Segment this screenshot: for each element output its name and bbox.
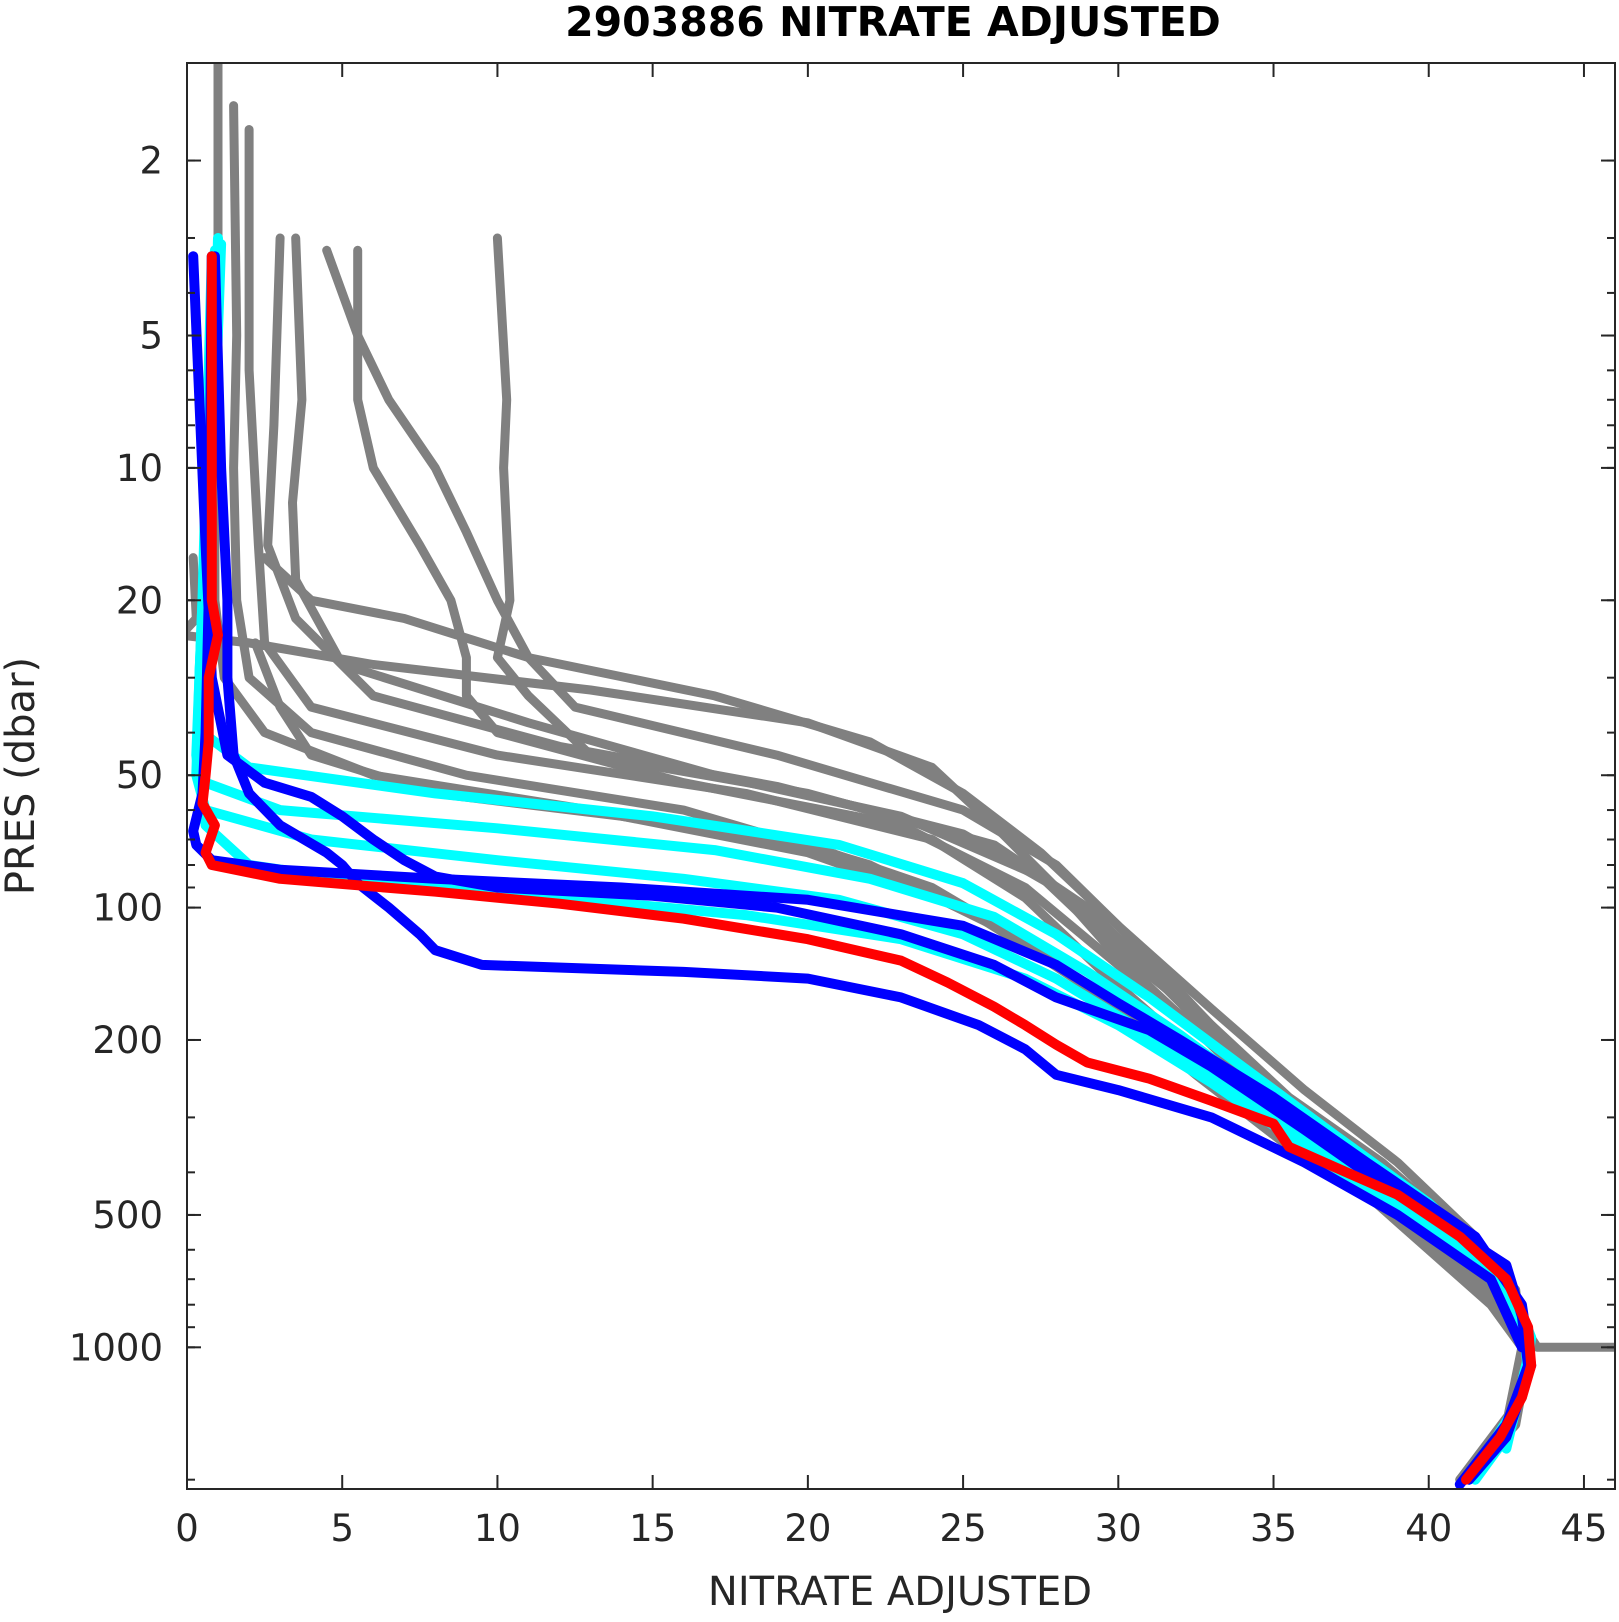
series-layer — [187, 63, 1615, 1489]
y-tick-label: 20 — [116, 579, 163, 622]
y-tick-label: 1000 — [69, 1326, 163, 1369]
x-tick-label: 35 — [1250, 1507, 1297, 1550]
x-axis-ticks: 0 5 10 15 20 25 30 35 40 45 — [175, 63, 1608, 1550]
y-tick-label: 500 — [92, 1194, 163, 1237]
x-tick-label: 25 — [940, 1507, 987, 1550]
series-line-blue-15 — [188, 251, 1534, 1489]
y-tick-label: 200 — [92, 1019, 163, 1062]
series-line-blue-17 — [209, 251, 1527, 1353]
x-tick-label: 20 — [784, 1507, 831, 1550]
y-tick-label: 50 — [116, 754, 163, 797]
series-line-red-18 — [197, 251, 1537, 1485]
y-axis-label: PRES (dbar) — [0, 657, 44, 895]
x-tick-label: 5 — [330, 1507, 354, 1550]
y-tick-label: 100 — [92, 887, 163, 930]
y-tick-label: 10 — [116, 447, 163, 490]
x-axis-label: NITRATE ADJUSTED — [708, 1569, 1092, 1615]
y-tick-label: 2 — [139, 140, 163, 183]
x-tick-label: 40 — [1405, 1507, 1452, 1550]
x-tick-label: 10 — [474, 1507, 521, 1550]
x-tick-label: 0 — [175, 1507, 199, 1550]
series-line-gray-5 — [322, 245, 1527, 1310]
x-tick-label: 45 — [1560, 1507, 1607, 1550]
chart-title: 2903886 NITRATE ADJUSTED — [565, 0, 1221, 46]
y-tick-label: 5 — [139, 315, 163, 358]
x-tick-label: 30 — [1095, 1507, 1142, 1550]
x-tick-label: 15 — [629, 1507, 676, 1550]
y-axis-ticks: 2 5 10 20 50 100 200 500 1000 — [69, 140, 1615, 1481]
